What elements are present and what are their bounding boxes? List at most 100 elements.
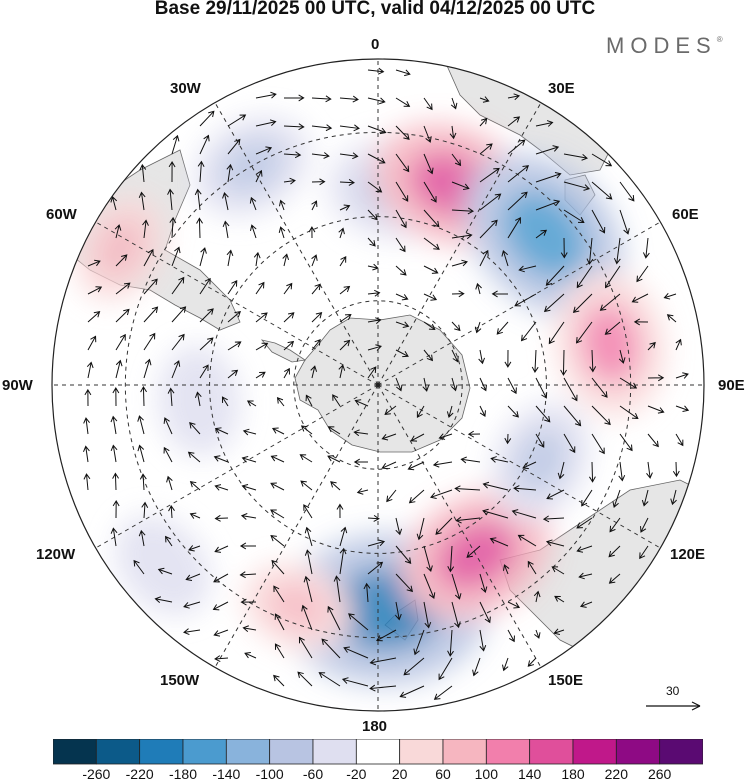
wind-arrow [449, 125, 457, 140]
colorbar-tick-label: -260 [82, 766, 111, 782]
colorbar-tick-label: 220 [604, 766, 629, 782]
wind-arrow [338, 227, 345, 239]
colorbar-cell [269, 739, 314, 765]
wind-arrow [332, 394, 341, 407]
wind-arrow [227, 279, 238, 295]
wind-arrow [563, 433, 576, 454]
wind-arrow [430, 489, 453, 500]
wind-arrow [339, 526, 348, 547]
wind-arrow [356, 488, 369, 495]
wind-arrow [143, 278, 158, 295]
wind-arrow [283, 282, 293, 295]
colorbar-cell [615, 739, 661, 765]
wind-arrow [240, 513, 257, 520]
wind-arrow [273, 674, 285, 687]
wind-arrow [507, 191, 528, 211]
wind-arrow [535, 199, 561, 211]
wind-arrow [554, 595, 565, 603]
wind-arrow [330, 481, 341, 491]
wind-arrow [227, 341, 242, 351]
wind-arrow [479, 143, 493, 155]
wind-arrow [199, 134, 210, 155]
wind-arrow [447, 545, 455, 573]
wind-arrow [612, 489, 621, 508]
wind-vectors [83, 67, 690, 700]
wind-arrow [545, 265, 565, 286]
colorbar-tick-label: -140 [212, 766, 241, 782]
wind-arrow [455, 516, 481, 524]
wind-arrow [479, 629, 487, 652]
wind-arrow [339, 95, 359, 103]
wind-arrow [575, 321, 593, 344]
wind-arrow [299, 454, 313, 463]
wind-arrow [642, 237, 650, 259]
wind-arrow [563, 153, 588, 161]
wind-arrow [327, 605, 341, 631]
wind-arrow [282, 253, 290, 267]
wind-arrow [138, 529, 146, 547]
wind-arrow [227, 369, 239, 379]
wind-arrow [395, 181, 409, 202]
wind-arrow [214, 514, 229, 522]
wind-arrow [475, 282, 482, 295]
wind-arrow [589, 349, 597, 373]
wind-arrow [609, 517, 621, 533]
wind-arrow [507, 165, 530, 183]
wind-arrow [450, 97, 458, 110]
wind-arrow [341, 677, 369, 687]
wind-arrow [255, 119, 277, 127]
wind-arrow [503, 564, 510, 575]
wind-arrow [527, 657, 537, 667]
wind-arrow [311, 152, 330, 159]
wind-arrow [423, 181, 437, 203]
modes-logo: MODES® [606, 33, 723, 59]
wind-arrow [548, 321, 565, 345]
wind-arrow [618, 461, 626, 482]
wind-arrow [522, 461, 537, 470]
colorbar-cell [572, 739, 617, 765]
wind-arrow [255, 91, 277, 99]
wind-arrow [199, 247, 207, 267]
wind-arrow [83, 445, 90, 463]
wind-arrow [613, 237, 621, 265]
colorbar-tick-label: -60 [302, 766, 324, 782]
wind-arrow [376, 629, 397, 642]
wind-arrow [474, 321, 482, 334]
wind-arrow [433, 685, 453, 700]
chart-title: Base 29/11/2025 00 UTC, valid 04/12/2025… [154, 0, 596, 19]
wind-arrow [311, 311, 323, 323]
wind-arrow [395, 601, 402, 621]
wind-arrow [240, 598, 257, 606]
wind-arrow [133, 559, 145, 575]
label-150w: 150W [160, 672, 200, 689]
wind-arrow [283, 340, 295, 351]
wind-arrow [339, 124, 360, 132]
wind-arrow [367, 153, 386, 164]
wind-arrow [395, 517, 403, 536]
wind-arrow [557, 461, 565, 480]
wind-arrow [255, 146, 273, 155]
wind-arrow [226, 163, 234, 183]
wind-arrow [143, 248, 154, 267]
wind-arrow [460, 456, 481, 464]
wind-arrow [283, 123, 305, 131]
wind-arrow [143, 358, 152, 379]
wind-arrow [273, 585, 285, 603]
wind-arrow [303, 504, 313, 519]
wind-arrow [482, 508, 509, 519]
wind-arrow [199, 364, 209, 379]
colorbar-tick-label: 60 [435, 766, 451, 782]
wind-arrow [298, 636, 313, 659]
wind-arrow [199, 110, 215, 127]
wind-arrow [87, 335, 97, 351]
wind-arrow [343, 646, 369, 659]
wind-arrow [318, 672, 341, 687]
wind-arrow [507, 405, 519, 418]
wind-arrow [591, 209, 606, 234]
wind-arrow [249, 196, 257, 211]
wind-arrow [675, 433, 684, 447]
wind-arrow [196, 217, 203, 239]
wind-arrow [479, 96, 490, 103]
label-120e: 120E [670, 546, 706, 563]
